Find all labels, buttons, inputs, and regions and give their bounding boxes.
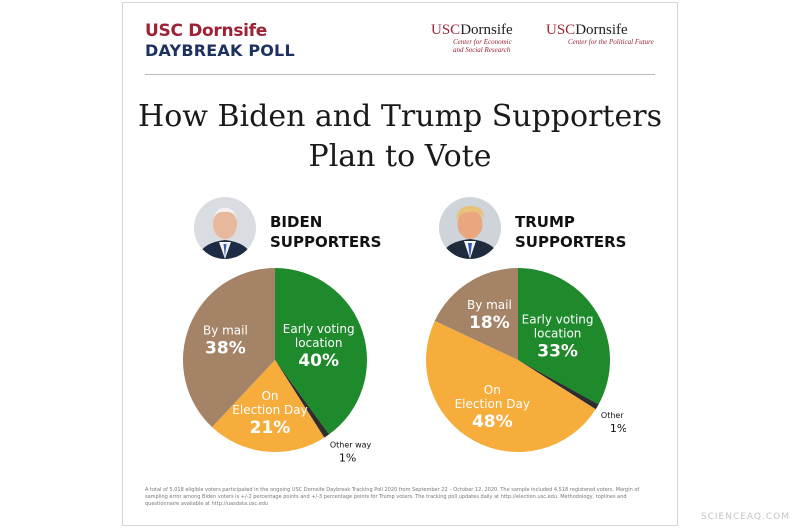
biden-label-by-mail: By mail: [203, 323, 248, 337]
methodology-footnote: A total of 5,018 eligible voters partici…: [145, 487, 640, 507]
trump-label-early-voting: Early voting: [522, 313, 594, 327]
trump-label-by-mail: By mail: [467, 298, 512, 312]
biden-label-other-way: Other way: [330, 441, 372, 450]
biden-label-early-voting: location: [295, 336, 343, 350]
biden-label-election-day: Election Day: [232, 403, 307, 417]
biden-value-by-mail: 38%: [205, 338, 246, 358]
trump-value-early-voting: 33%: [537, 342, 578, 362]
trump-value-other-way: 1%: [610, 422, 626, 435]
trump-label-election-day: On: [484, 383, 501, 397]
biden-slice-by-mail: [182, 268, 275, 428]
biden-slice-other-way: [275, 360, 330, 438]
header-divider: [145, 74, 655, 75]
brand-title: USC Dornsife: [145, 21, 267, 41]
trump-label-election-day: Election Day: [455, 397, 530, 411]
trump-value-by-mail: 18%: [469, 313, 510, 333]
logo-economic-research: USCDornsife Center for Economic and Soci…: [431, 22, 513, 55]
biden-slice-election-day: [212, 360, 325, 453]
trump-slice-by-mail: [434, 268, 518, 360]
headline-line-1: How Biden and Trump Supporters: [138, 99, 662, 134]
headline: How Biden and Trump Supporters Plan to V…: [123, 97, 677, 177]
trump-slice-election-day: [426, 320, 596, 452]
trump-label-early-voting: location: [534, 327, 582, 341]
biden-portrait: [194, 197, 256, 259]
trump-slice-other-way: [518, 360, 599, 410]
trump-group-label: TRUMP SUPPORTERS: [515, 213, 627, 251]
trump-value-election-day: 48%: [472, 412, 513, 432]
biden-label-early-voting: Early voting: [283, 322, 355, 336]
trump-slice-early-voting: [518, 268, 610, 405]
biden-slice-early-voting: [275, 268, 368, 435]
watermark: SCIENCEAQ.COM: [700, 512, 790, 522]
logo-political-future: USCDornsife Center for the Political Fut…: [546, 22, 654, 47]
biden-group-label: BIDEN SUPPORTERS: [270, 213, 382, 251]
biden-value-early-voting: 40%: [298, 351, 339, 371]
brand-subtitle: DAYBREAK POLL: [145, 41, 295, 60]
biden-value-election-day: 21%: [250, 418, 291, 438]
biden-label-election-day: On: [261, 389, 278, 403]
trump-label-other-way: Other way: [601, 411, 626, 420]
biden-value-other-way: 1%: [339, 452, 356, 465]
infographic-card: USC Dornsife DAYBREAK POLL USCDornsife C…: [122, 2, 678, 526]
trump-portrait: [439, 197, 501, 259]
headline-line-2: Plan to Vote: [308, 139, 492, 174]
